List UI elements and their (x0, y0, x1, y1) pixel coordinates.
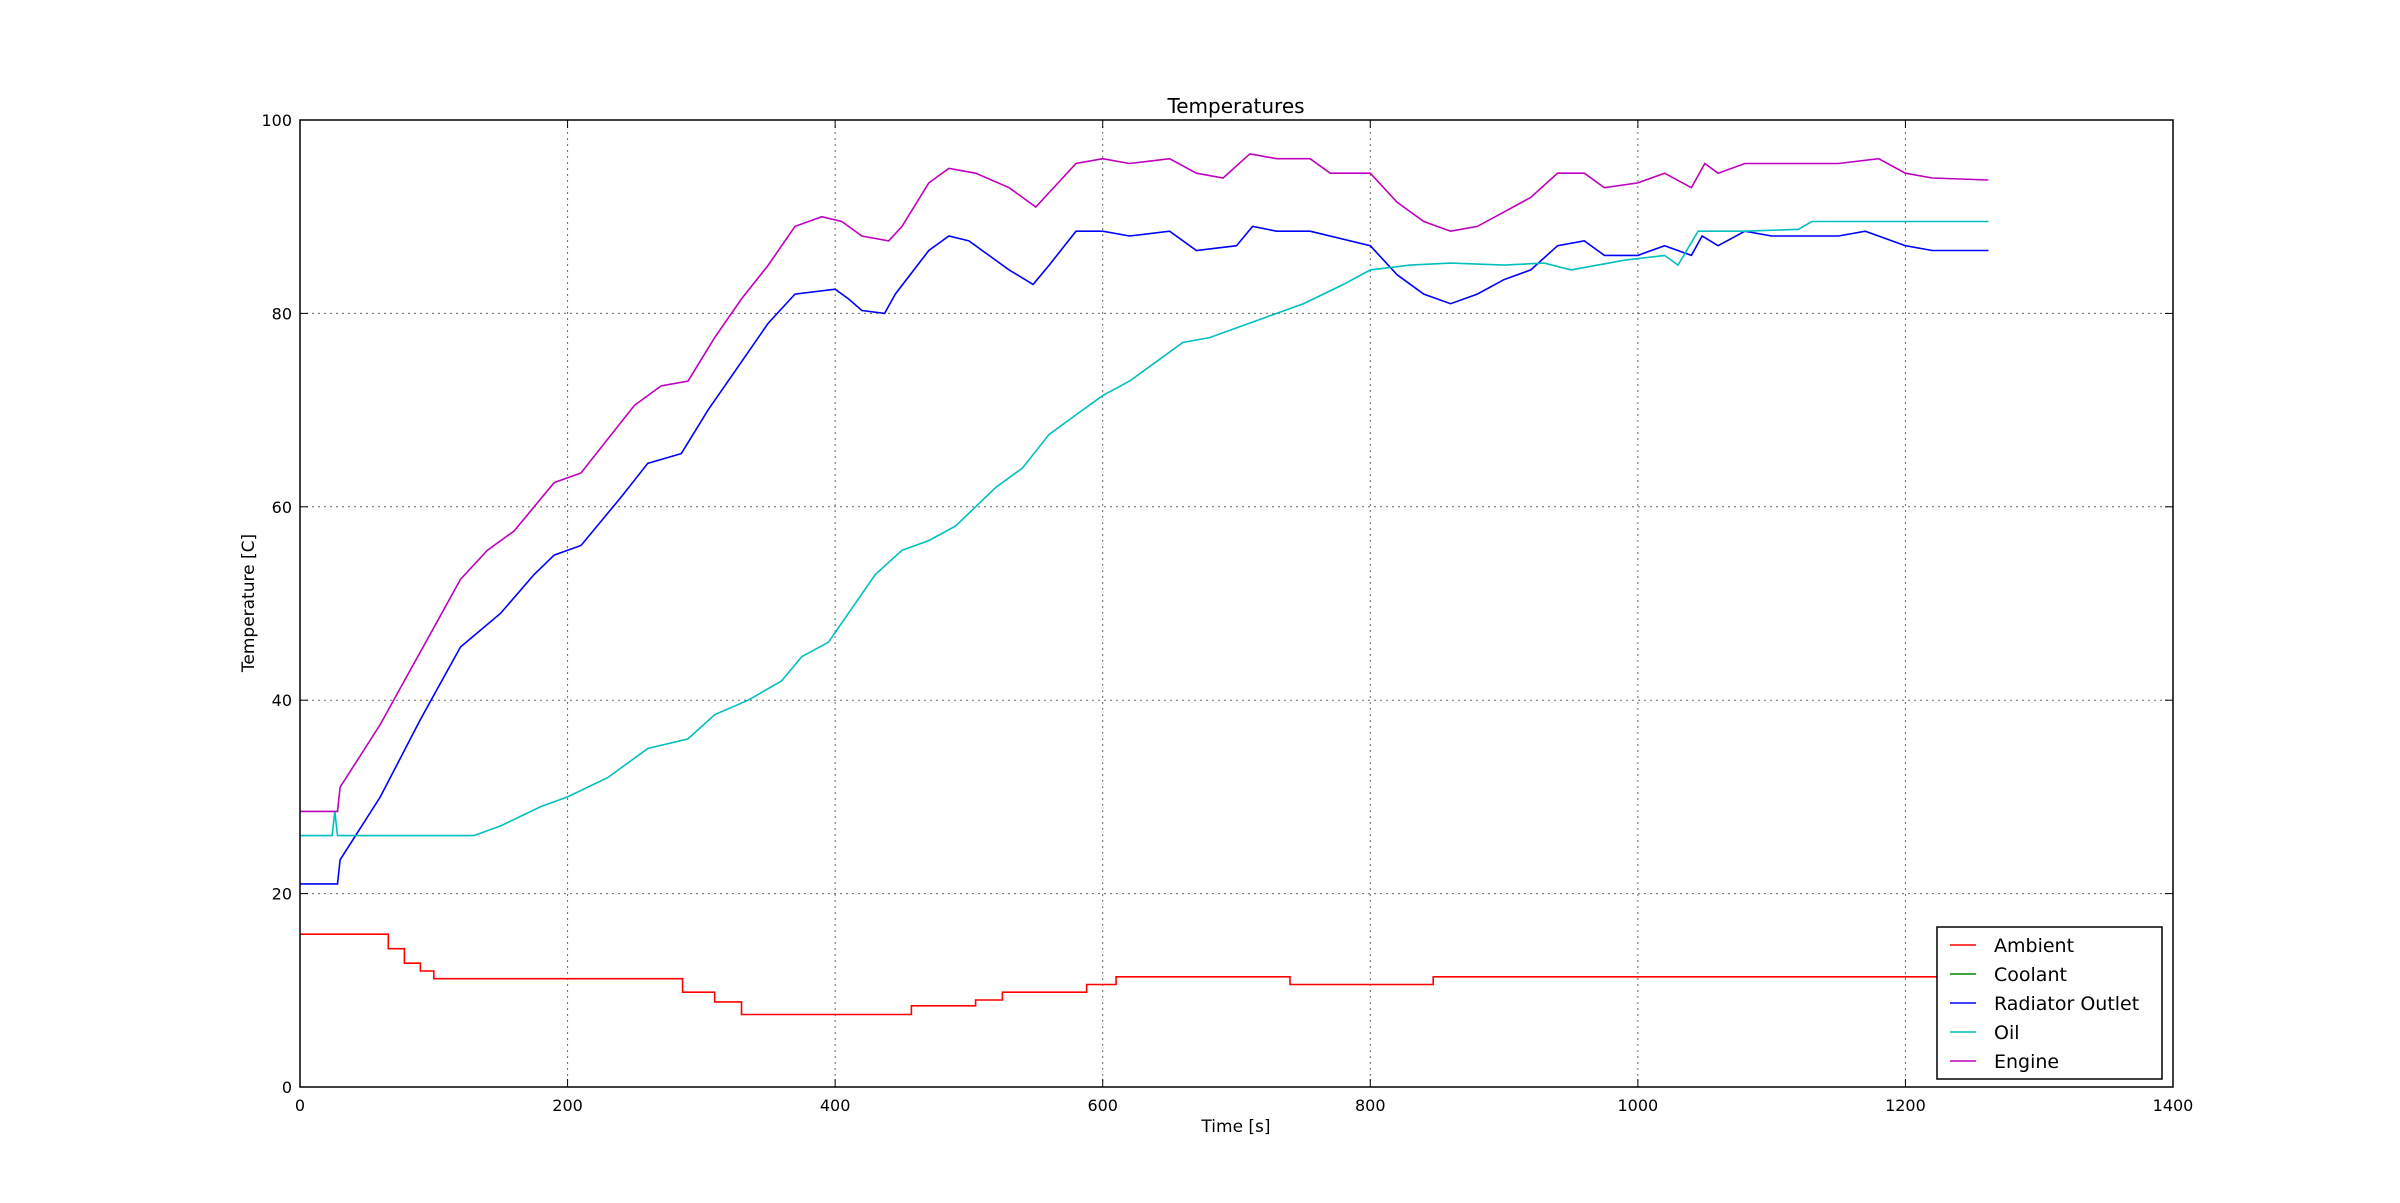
series-lines (300, 152, 1989, 1016)
x-tick-label: 1000 (1617, 1096, 1658, 1115)
x-tick-label: 200 (552, 1096, 583, 1115)
x-tick-label: 400 (820, 1096, 851, 1115)
y-tick-label: 0 (282, 1078, 292, 1097)
series-line-oil (300, 220, 1989, 837)
legend-label-radiator-outlet: Radiator Outlet (1994, 993, 2139, 1015)
y-tick-label: 40 (272, 691, 292, 710)
legend-label-oil: Oil (1994, 1022, 2020, 1044)
x-tick-label: 1200 (1885, 1096, 1926, 1115)
grid (300, 120, 2173, 1087)
legend-label-engine: Engine (1994, 1051, 2059, 1073)
y-tick-label: 60 (272, 498, 292, 517)
y-tick-label: 20 (272, 885, 292, 904)
axis-ticks: 0 200 400 600 800 1000 1200 1400 0 20 40 60 80 100 (261, 111, 2193, 1115)
plot-frame (299, 119, 2174, 1088)
legend-label-coolant: Coolant (1994, 964, 2067, 986)
y-tick-label: 80 (272, 304, 292, 323)
x-tick-label: 0 (295, 1096, 305, 1115)
series-line-engine (300, 152, 1989, 813)
y-tick-label: 100 (261, 111, 292, 130)
x-axis-label: Time [s] (1200, 1117, 1270, 1137)
legend-label-ambient: Ambient (1994, 935, 2074, 957)
series-line-radiator-outlet (300, 225, 1989, 885)
legend: Ambient Coolant Radiator Outlet Oil Engine (1936, 926, 2163, 1080)
x-tick-label: 800 (1355, 1096, 1386, 1115)
series-line-ambient (300, 933, 1989, 1016)
x-tick-label: 600 (1087, 1096, 1118, 1115)
y-axis-label: Temperature [C] (239, 534, 259, 673)
x-tick-label: 1400 (2153, 1096, 2194, 1115)
chart-title: Temperatures (1166, 94, 1304, 118)
